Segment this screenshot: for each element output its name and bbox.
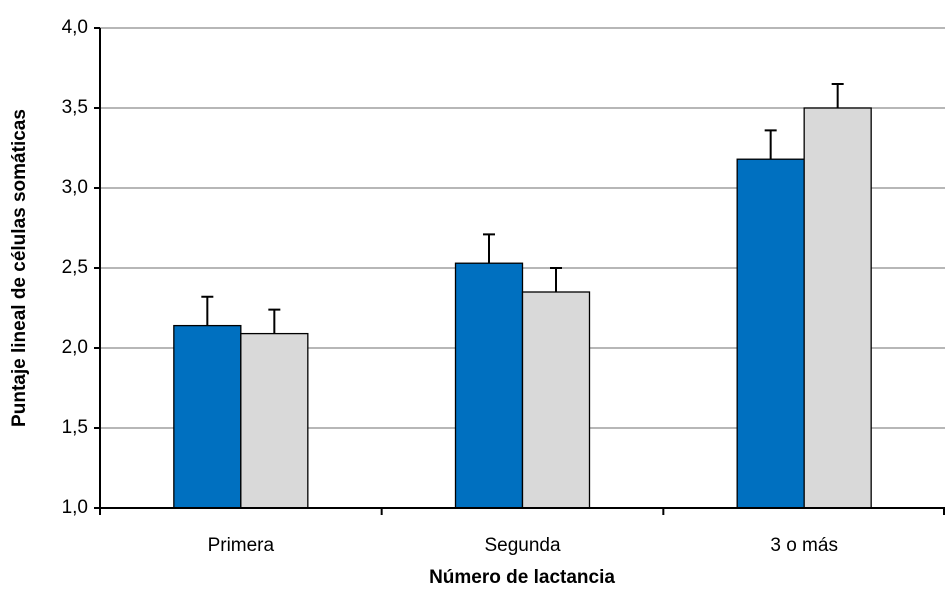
y-tick-label: 3,0 [62, 177, 88, 198]
bar [454, 262, 524, 509]
bar [173, 324, 242, 509]
y-axis-title: Puntaje lineal de células somáticas [9, 109, 30, 427]
x-tick-label: Segunda [484, 535, 561, 556]
bar [736, 158, 805, 509]
bar [803, 107, 872, 509]
error-bar [764, 129, 777, 160]
x-tick-label: 3 o más [770, 535, 838, 556]
y-tick-label: 2,5 [62, 257, 88, 278]
y-tick-label: 1,0 [62, 497, 88, 518]
y-tick-label: 2,0 [62, 337, 88, 358]
error-bar [550, 267, 562, 292]
bar [521, 291, 591, 509]
y-tick-label: 1,5 [62, 417, 88, 438]
x-axis-title: Número de lactancia [429, 567, 615, 588]
y-tick-label: 3,5 [62, 97, 88, 118]
y-tick-label: 4,0 [62, 17, 88, 38]
x-tick-label: Primera [208, 535, 275, 556]
error-bar [268, 308, 281, 334]
error-bar [201, 295, 214, 326]
error-bar [831, 83, 844, 108]
bar [240, 332, 309, 509]
error-bar [483, 233, 495, 264]
